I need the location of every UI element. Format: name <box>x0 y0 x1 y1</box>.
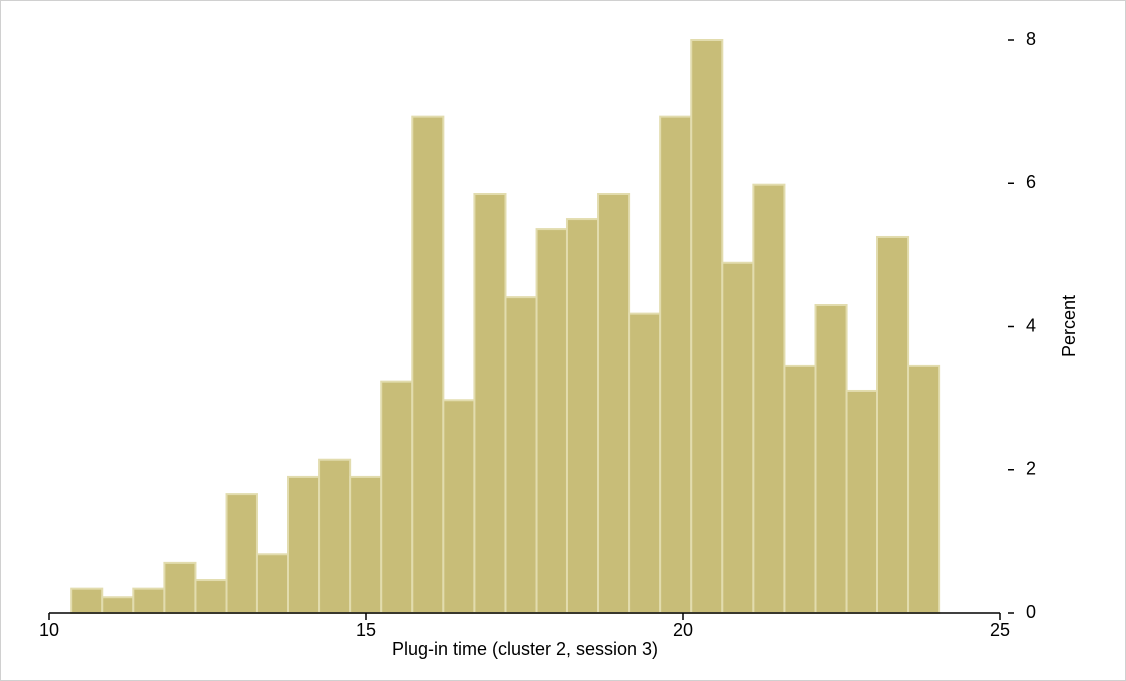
x-axis-title: Plug-in time (cluster 2, session 3) <box>392 639 658 659</box>
bar <box>132 587 166 615</box>
y-tick-label: 4 <box>1026 315 1036 335</box>
bar <box>255 553 290 615</box>
bar <box>783 364 817 614</box>
bar <box>565 218 600 614</box>
bar <box>411 115 445 614</box>
bar <box>380 380 414 614</box>
bar <box>442 399 476 614</box>
y-tick-label: 6 <box>1026 172 1036 192</box>
x-tick-label: 20 <box>673 620 693 640</box>
bar <box>659 115 693 614</box>
y-tick-label: 2 <box>1026 459 1036 479</box>
bar <box>318 458 352 614</box>
bar <box>163 561 197 614</box>
bar <box>845 389 879 614</box>
bar <box>814 304 848 614</box>
bar <box>535 228 568 614</box>
bar <box>473 192 507 614</box>
bar <box>349 475 383 614</box>
x-tick-label: 15 <box>356 620 376 640</box>
bar <box>907 364 941 614</box>
bar <box>752 183 786 614</box>
bar <box>194 579 228 614</box>
bar <box>690 39 724 614</box>
bar <box>225 493 258 615</box>
bar <box>70 587 104 615</box>
bar <box>721 261 755 614</box>
bar <box>101 596 135 614</box>
bar <box>597 192 631 614</box>
y-tick-label: 0 <box>1026 602 1036 622</box>
y-tick-label: 8 <box>1026 29 1036 49</box>
bar <box>287 475 321 614</box>
bar <box>504 296 538 614</box>
x-tick-label: 25 <box>990 620 1010 640</box>
bar <box>876 235 910 614</box>
bar <box>628 312 662 614</box>
y-axis-title: Percent <box>1059 295 1079 357</box>
x-tick-label: 10 <box>39 620 59 640</box>
